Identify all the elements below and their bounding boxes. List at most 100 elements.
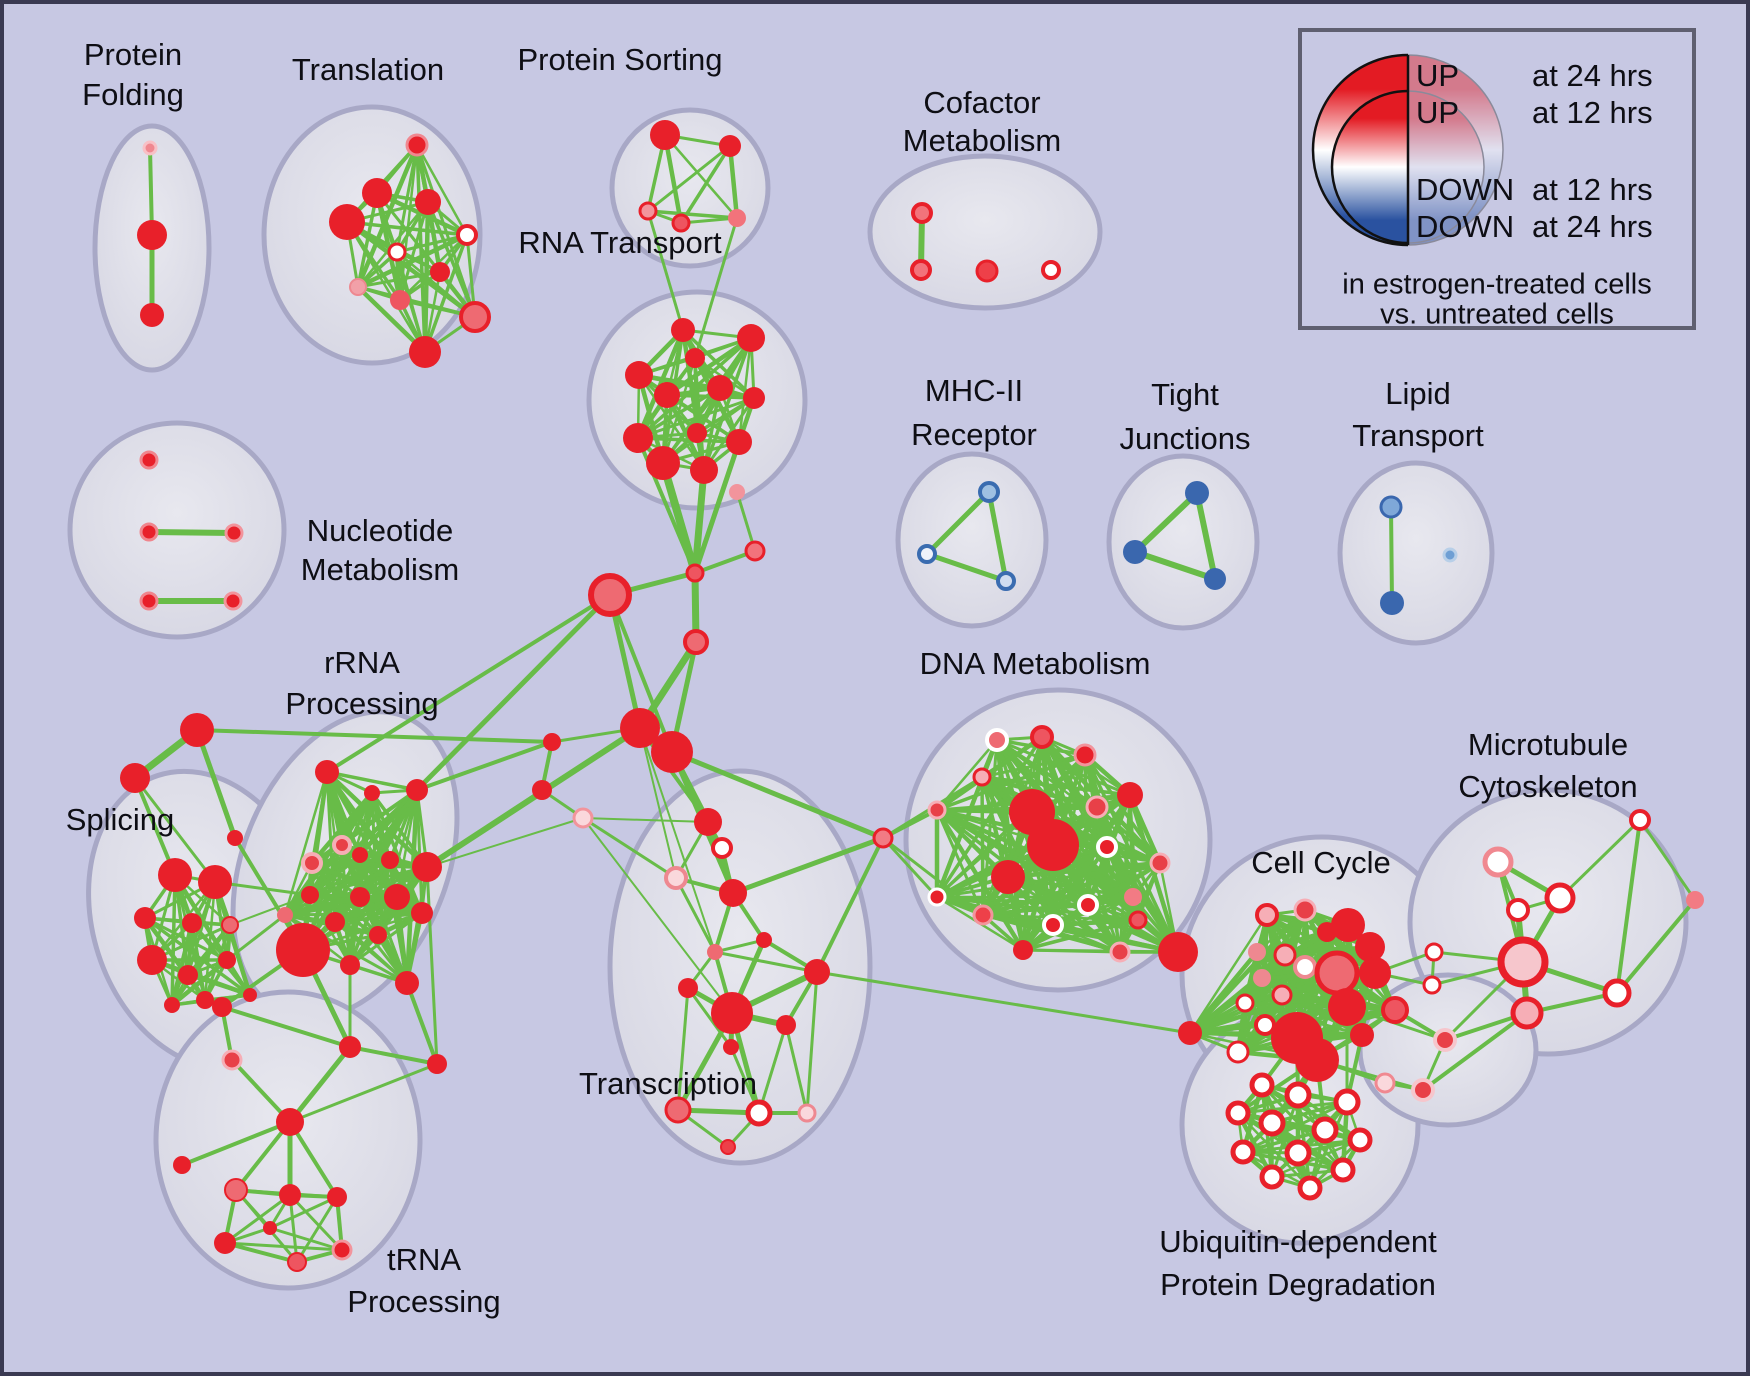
cluster-label-sp: Splicing — [66, 802, 175, 837]
gene-node — [243, 988, 257, 1002]
gene-node — [797, 1103, 817, 1123]
gene-node — [415, 189, 441, 215]
interaction-edge — [1021, 895, 1135, 952]
cluster-ellipse-tc — [607, 768, 873, 1166]
gene-node — [277, 907, 293, 923]
interaction-edge — [980, 775, 1132, 797]
gene-node — [214, 1232, 236, 1254]
interaction-edge — [713, 950, 819, 974]
gene-node — [340, 955, 360, 975]
interaction-edge — [1021, 845, 1109, 952]
interaction-edge — [344, 219, 478, 320]
legend-direction-label: DOWN — [1416, 209, 1514, 244]
interaction-edge — [234, 1120, 292, 1192]
gene-node — [911, 202, 933, 224]
inter-cluster-edge — [646, 209, 685, 332]
interaction-edge — [1638, 818, 1697, 902]
gene-node — [1333, 1088, 1361, 1116]
cluster-label-mt: Microtubule — [1468, 727, 1628, 762]
interaction-edge — [395, 250, 477, 319]
interaction-edge — [805, 970, 819, 1115]
interaction-edge — [180, 1120, 292, 1167]
gene-node — [1185, 481, 1209, 505]
gene-node — [625, 361, 653, 389]
gene-node — [1235, 993, 1255, 1013]
cluster-label-tc: Transcription — [579, 1066, 757, 1101]
gene-node — [329, 204, 365, 240]
interaction-edge — [1095, 805, 1162, 865]
gene-node — [1284, 1081, 1312, 1109]
gene-node — [671, 318, 695, 342]
interaction-edge — [608, 593, 674, 754]
legend-fade-overlay — [1408, 55, 1503, 245]
gene-node — [173, 1156, 191, 1174]
gene-node — [985, 728, 1009, 752]
gene-node — [927, 800, 947, 820]
gene-node — [139, 450, 159, 470]
cluster-label-tr: tRNA — [387, 1242, 461, 1277]
inter-cluster-edge — [133, 776, 217, 884]
interaction-edge — [268, 1195, 339, 1230]
gene-node — [459, 301, 491, 333]
cluster-label-r: rRNA — [324, 645, 400, 680]
cluster-ellipse-m — [895, 451, 1049, 629]
interaction-edge — [757, 1023, 788, 1115]
gene-node — [224, 523, 244, 543]
interaction-edge — [1389, 505, 1394, 605]
gene-node — [301, 852, 323, 874]
gene-node — [1123, 540, 1147, 564]
gene-node — [279, 1184, 301, 1206]
gene-node — [910, 259, 932, 281]
gene-node — [1249, 1072, 1275, 1098]
legend-outer-right-arc — [1407, 54, 1504, 246]
gene-node — [978, 481, 1000, 503]
gene-node — [685, 348, 705, 368]
gene-node — [1293, 955, 1317, 979]
gene-node — [972, 767, 992, 787]
gene-node — [198, 865, 232, 899]
gene-node — [1424, 942, 1444, 962]
gene-node — [1073, 743, 1097, 767]
gene-node — [142, 140, 158, 156]
gene-node — [1248, 943, 1266, 961]
legend-inner-right-arc — [1407, 90, 1485, 244]
gene-node — [1149, 852, 1171, 874]
gene-node — [1482, 846, 1514, 878]
interaction-edge — [1187, 949, 1260, 1036]
interaction-edge — [1615, 898, 1697, 995]
gene-node — [719, 135, 741, 157]
interaction-edge — [333, 911, 424, 924]
interaction-edge — [980, 753, 1087, 779]
gene-node — [1629, 809, 1651, 831]
interaction-edge — [636, 372, 757, 401]
gene-node — [182, 913, 202, 933]
gene-node — [719, 879, 747, 907]
interaction-edge — [1236, 1100, 1349, 1115]
gene-node — [409, 336, 441, 368]
inter-cluster-edge — [691, 466, 708, 577]
gene-node — [1355, 932, 1385, 962]
gene-node — [996, 571, 1016, 591]
interaction-edge — [333, 920, 409, 985]
interaction-edge — [1615, 818, 1642, 995]
gene-node — [678, 978, 698, 998]
gene-node — [1506, 898, 1530, 922]
gene-node — [1380, 591, 1404, 615]
gene-node — [412, 852, 442, 882]
gene-node — [430, 262, 450, 282]
cluster-label-m: Receptor — [911, 417, 1037, 452]
inter-cluster-edge — [415, 740, 554, 792]
gene-node — [139, 522, 159, 542]
interaction-edge — [415, 143, 469, 237]
interaction-edge — [223, 1241, 299, 1264]
interaction-edge — [663, 133, 739, 220]
gene-node — [872, 827, 894, 849]
cluster-label-tj: Tight — [1151, 377, 1219, 412]
gene-node — [991, 860, 1025, 894]
gene-node — [1254, 1014, 1276, 1036]
gene-node — [650, 120, 680, 150]
interaction-edge — [1188, 976, 1264, 1035]
gene-node — [707, 944, 723, 960]
interaction-edge — [636, 396, 756, 440]
cluster-ellipse-l — [1337, 460, 1495, 646]
